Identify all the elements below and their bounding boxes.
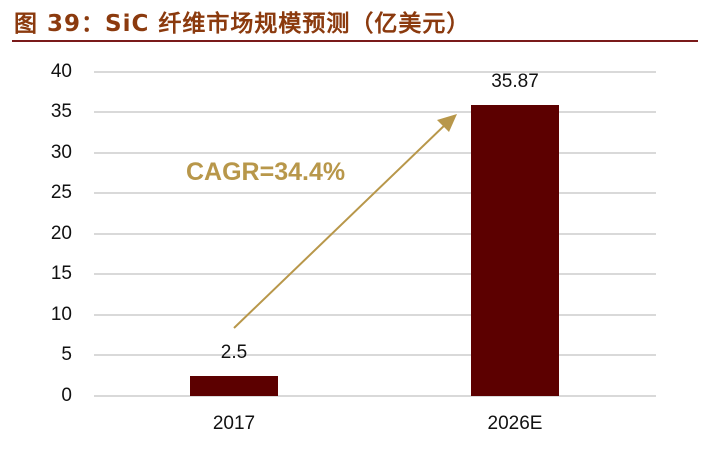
y-tick-40: 40 bbox=[50, 61, 72, 82]
y-tick-20: 20 bbox=[50, 223, 72, 244]
gridline-0 bbox=[94, 395, 656, 397]
cagr-annotation: CAGR=34.4% bbox=[186, 158, 346, 186]
gridline-35 bbox=[94, 111, 656, 113]
gridline-20 bbox=[94, 233, 656, 235]
gridline-30 bbox=[94, 152, 656, 154]
bar-2017 bbox=[190, 376, 278, 396]
y-tick-15: 15 bbox=[50, 263, 72, 284]
y-tick-5: 5 bbox=[61, 344, 72, 365]
y-tick-35: 35 bbox=[50, 101, 72, 122]
gridline-15 bbox=[94, 273, 656, 275]
x-label-2017: 2017 bbox=[212, 413, 256, 434]
y-tick-25: 25 bbox=[50, 182, 72, 203]
y-tick-30: 30 bbox=[50, 142, 72, 163]
gridline-5 bbox=[94, 354, 656, 356]
data-label-2017: 2.5 bbox=[220, 342, 248, 363]
chart-title: 图 39：SiC 纤维市场规模预测（亿美元） bbox=[14, 11, 471, 37]
y-tick-0: 0 bbox=[61, 385, 72, 406]
data-label-2026e: 35.87 bbox=[491, 71, 539, 92]
bar-2026e bbox=[471, 105, 559, 396]
x-label-2026e: 2026E bbox=[487, 413, 543, 434]
gridline-10 bbox=[94, 314, 656, 316]
gridline-40 bbox=[94, 71, 656, 73]
y-tick-10: 10 bbox=[50, 304, 72, 325]
title-divider bbox=[12, 40, 698, 42]
